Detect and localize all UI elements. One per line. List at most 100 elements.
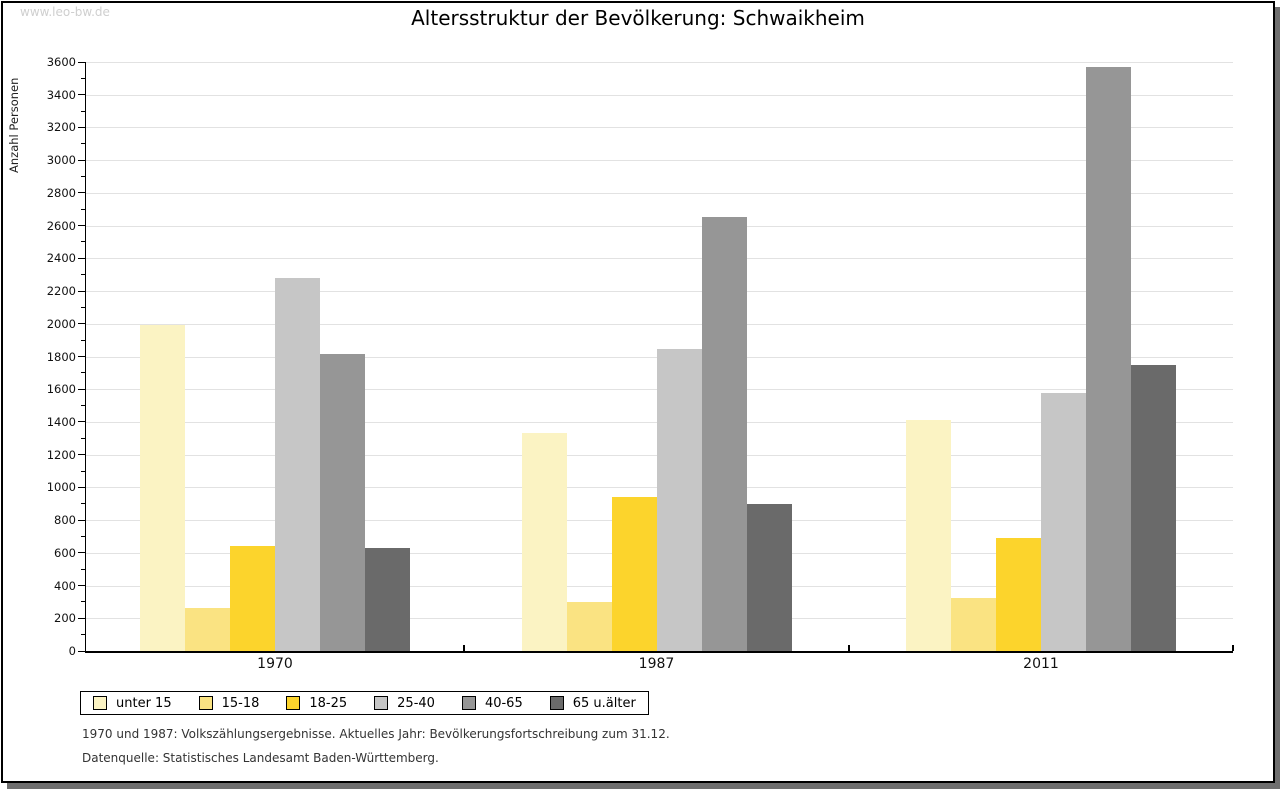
- y-axis-minor-tick: [81, 470, 85, 472]
- legend-swatch-icon: [461, 696, 476, 710]
- y-axis-minor-tick: [81, 535, 85, 537]
- y-axis-tick: [78, 126, 85, 128]
- y-axis-tick: [78, 421, 85, 423]
- y-axis-tick-label: 3000: [46, 153, 76, 168]
- bar-2011-65-u.älter: [1131, 364, 1176, 651]
- y-axis-tick: [78, 290, 85, 292]
- y-axis-minor-tick: [81, 110, 85, 112]
- legend-label: 15-18: [221, 695, 260, 711]
- bar-2011-15-18: [951, 597, 996, 651]
- y-axis-tick-label: 1000: [46, 480, 76, 495]
- x-axis-tick: [1232, 645, 1234, 651]
- gridline: [86, 160, 1233, 162]
- legend-label: 25-40: [397, 695, 435, 711]
- y-axis-tick: [78, 617, 85, 619]
- x-axis-tick: [463, 645, 465, 651]
- gridline: [86, 225, 1233, 227]
- legend-item: 18-25: [286, 696, 347, 711]
- y-axis-tick-label: 0: [68, 644, 76, 658]
- plot-area: 0 200 400 600 800 1000 1200 1400 1600 1800 2000 220…: [47, 55, 1234, 672]
- y-axis-tick-label: 3200: [46, 120, 76, 135]
- y-axis-tick-label: 2800: [46, 185, 76, 200]
- x-axis-category-label: 2011: [1023, 656, 1059, 672]
- y-axis-tick: [78, 454, 85, 456]
- y-axis-tick: [78, 159, 85, 161]
- y-axis-tick: [78, 552, 85, 554]
- y-axis-tick-label: 2200: [46, 284, 76, 299]
- y-axis-minor-tick: [81, 208, 85, 210]
- gridline: [86, 62, 1233, 63]
- y-axis-minor-tick: [81, 274, 85, 276]
- bar-1987-unter-15: [521, 432, 567, 651]
- y-axis-minor-tick: [81, 503, 85, 505]
- bar-1987-18-25: [611, 497, 657, 651]
- y-axis-title: Anzahl Personen: [7, 77, 21, 173]
- bar-1987-65-u.älter: [746, 503, 792, 651]
- y-axis-tick-label: 1200: [46, 447, 76, 462]
- y-axis-tick-label: 3400: [46, 87, 76, 102]
- y-axis-tick: [78, 486, 85, 488]
- legend-swatch-icon: [93, 696, 107, 710]
- y-axis-tick: [78, 650, 85, 652]
- x-axis-category-label: 1987: [638, 656, 675, 672]
- bar-2011-unter-15: [906, 420, 951, 651]
- legend-swatch-icon: [549, 696, 564, 710]
- bar-1970-15-18: [185, 608, 230, 651]
- bar-1987-40-65: [701, 216, 747, 651]
- gridline: [86, 192, 1233, 194]
- watermark: www.leo-bw.de: [20, 5, 110, 19]
- y-axis-minor-tick: [81, 405, 85, 407]
- gridline: [86, 127, 1233, 129]
- y-axis-tick: [78, 323, 85, 325]
- y-axis-tick-label: 200: [54, 611, 76, 626]
- y-axis-tick-label: 2000: [46, 316, 76, 331]
- y-axis-tick-label: 600: [54, 545, 76, 560]
- y-axis-tick: [78, 61, 85, 63]
- gridline: [86, 291, 1233, 293]
- y-axis-minor-tick: [81, 437, 85, 439]
- y-axis-minor-tick: [81, 77, 85, 79]
- x-axis-category-label: 1970: [257, 656, 293, 672]
- y-axis-tick-label: 1800: [46, 349, 76, 364]
- y-axis-minor-tick: [81, 634, 85, 636]
- gridline: [86, 323, 1233, 325]
- y-axis-tick-label: 400: [54, 578, 76, 593]
- y-axis-tick-label: 2400: [46, 251, 76, 266]
- gridline: [86, 258, 1233, 260]
- y-axis-minor-tick: [81, 306, 85, 308]
- y-axis-minor-tick: [81, 241, 85, 243]
- y-axis-tick-label: 1600: [46, 382, 76, 397]
- y-axis-minor-tick: [81, 372, 85, 374]
- y-axis-tick: [78, 225, 85, 227]
- y-axis-tick: [78, 356, 85, 357]
- legend-label: 18-25: [309, 695, 348, 711]
- legend-item: 40-65: [461, 696, 523, 711]
- bar-2011-25-40: [1041, 392, 1086, 651]
- legend-label: 65 u.älter: [572, 695, 636, 711]
- y-axis-tick-label: 3600: [46, 55, 76, 69]
- y-axis-tick: [78, 94, 85, 96]
- y-axis-tick: [78, 388, 85, 390]
- legend: unter 15 15-18 18-25 25-40 40-65 65 u.älter: [80, 691, 649, 715]
- y-axis-tick-label: 800: [54, 513, 76, 528]
- legend-item: 65 u.älter: [549, 695, 636, 711]
- bar-1970-18-25: [230, 546, 275, 651]
- gridline: [86, 94, 1233, 96]
- y-axis-minor-tick: [81, 568, 85, 570]
- bar-1970-25-40: [275, 277, 320, 651]
- legend-swatch-icon: [374, 696, 389, 710]
- legend-item: unter 15: [93, 696, 172, 711]
- y-axis-tick-label: 1400: [46, 414, 76, 429]
- legend-label: unter 15: [116, 695, 172, 711]
- y-axis-tick: [78, 585, 85, 587]
- footnote-data-source: Datenquelle: Statistisches Landesamt Bad…: [82, 751, 439, 765]
- bar-2011-18-25: [996, 538, 1041, 651]
- y-axis-minor-tick: [81, 143, 85, 145]
- y-axis-tick: [78, 257, 85, 259]
- y-axis-tick: [78, 519, 85, 521]
- y-axis-tick-label: 2600: [46, 218, 76, 233]
- bar-1987-15-18: [566, 601, 612, 651]
- bar-1970-65-u.älter: [365, 547, 410, 651]
- y-axis-tick: [78, 192, 85, 194]
